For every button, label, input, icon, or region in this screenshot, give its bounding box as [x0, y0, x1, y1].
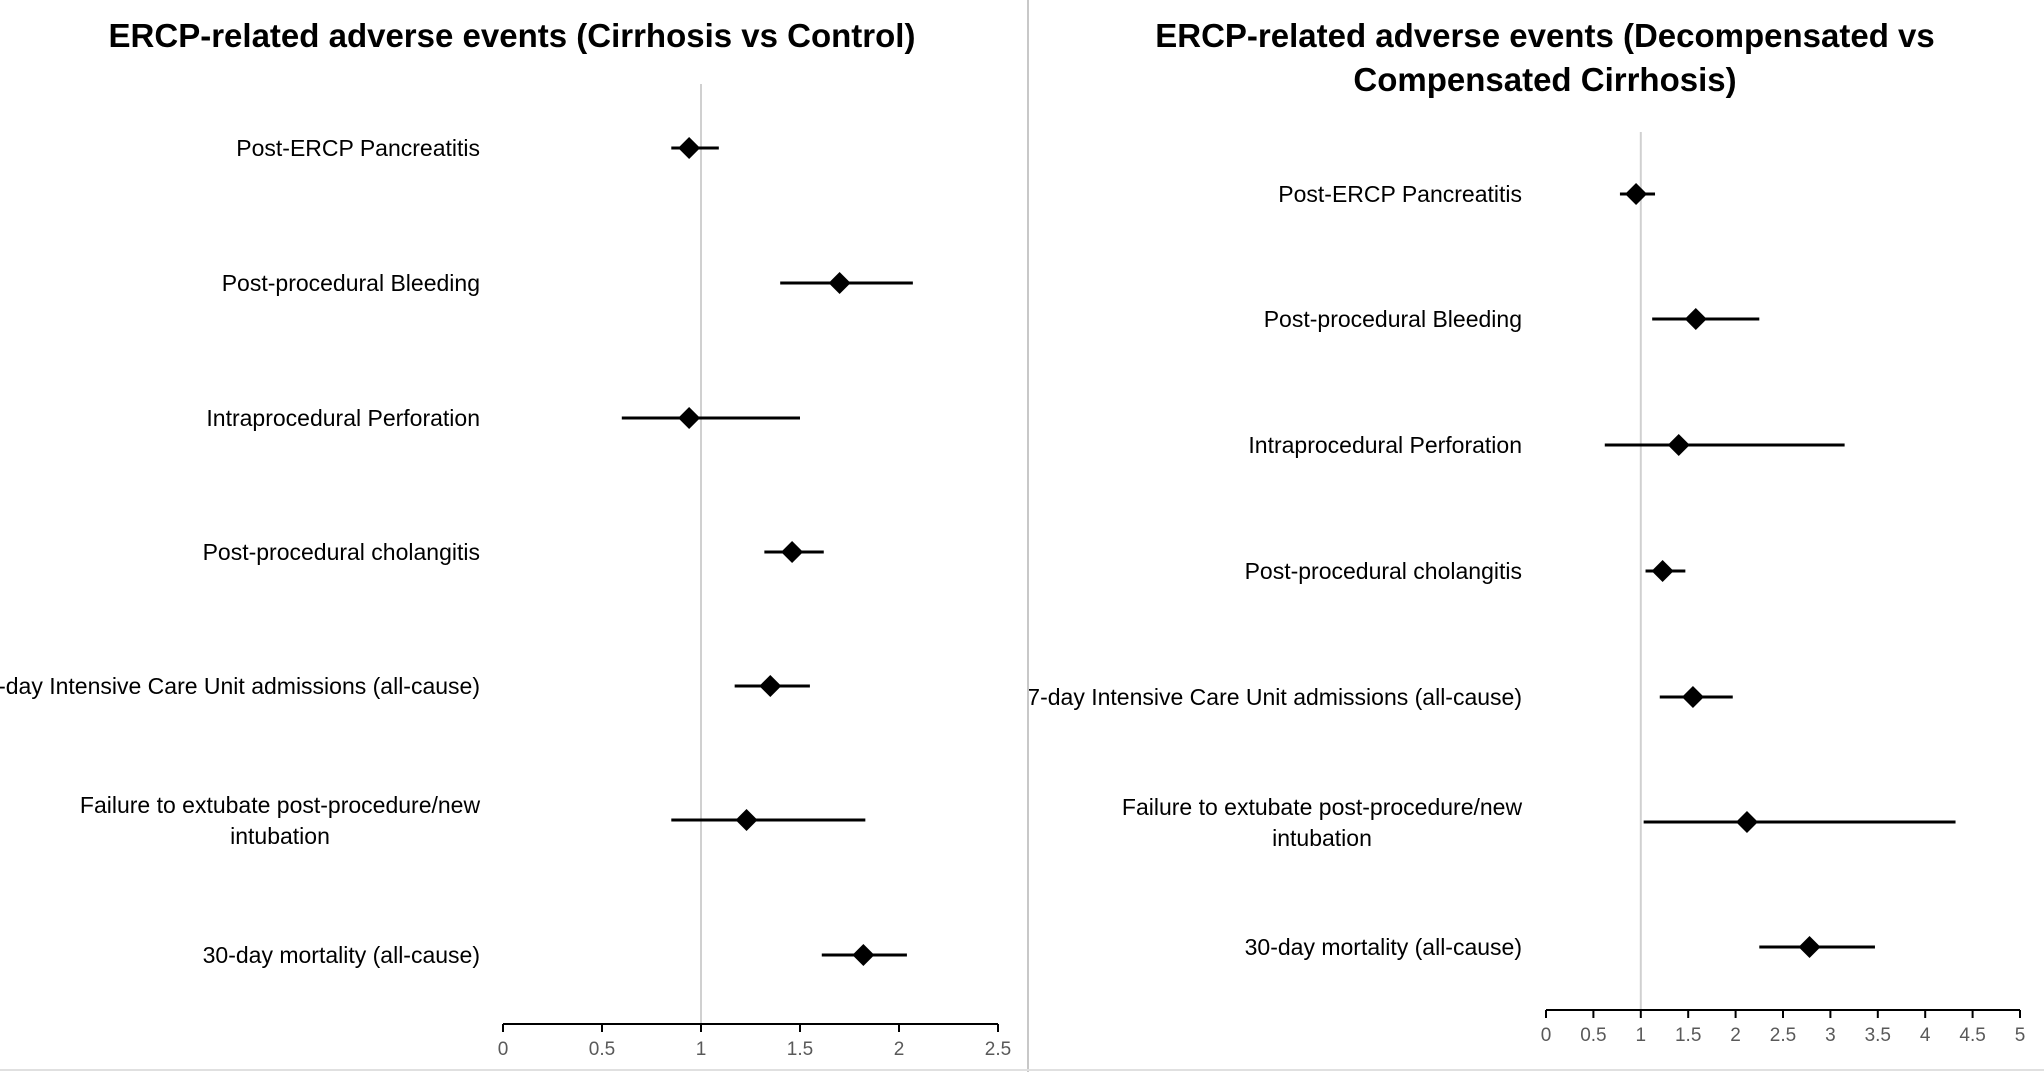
point-estimate-marker	[828, 272, 851, 294]
x-tick-label: 4.5	[1959, 1025, 1985, 1046]
point-estimate-marker	[1667, 434, 1690, 456]
panel-decompensated-vs-compensated: ERCP-related adverse events (Decompensat…	[1027, 17, 2025, 1046]
x-tick-label: 1.5	[787, 1039, 813, 1060]
category-label: Post-ERCP Pancreatitis	[236, 135, 480, 161]
category-label: Post-procedural cholangitis	[1245, 558, 1522, 584]
point-estimate-marker	[852, 944, 875, 966]
category-label: Failure to extubate post-procedure/new in…	[80, 792, 481, 849]
x-tick-label: 3.5	[1865, 1025, 1891, 1046]
category-label: Post-procedural cholangitis	[203, 539, 480, 565]
x-tick-label: 0.5	[589, 1039, 615, 1060]
category-label: Post-procedural Bleeding	[222, 270, 480, 296]
point-estimate-marker	[1651, 560, 1674, 582]
point-estimate-marker	[781, 541, 804, 563]
point-estimate-marker	[1798, 936, 1821, 958]
category-label: 7-day Intensive Care Unit admissions (al…	[1027, 684, 1522, 710]
x-tick-label: 5	[2015, 1025, 2026, 1046]
point-estimate-marker	[1684, 308, 1707, 330]
point-estimate-marker	[759, 675, 782, 697]
chart-title: ERCP-related adverse events (Cirrhosis v…	[109, 17, 916, 54]
category-label: 30-day mortality (all-cause)	[1245, 934, 1522, 960]
x-tick-label: 0	[498, 1039, 509, 1060]
point-estimate-marker	[1681, 686, 1704, 708]
point-estimate-marker	[735, 809, 758, 831]
chart-title: ERCP-related adverse events (Decompensat…	[1155, 17, 1935, 98]
category-label: Post-procedural Bleeding	[1264, 306, 1522, 332]
x-tick-label: 2	[1730, 1025, 1741, 1046]
category-label: Failure to extubate post-procedure/new in…	[1122, 794, 1523, 851]
point-estimate-marker	[678, 137, 701, 159]
x-tick-label: 0	[1541, 1025, 1552, 1046]
category-label: Intraprocedural Perforation	[1248, 432, 1522, 458]
point-estimate-marker	[678, 407, 701, 429]
x-tick-label: 1.5	[1675, 1025, 1701, 1046]
x-tick-label: 1	[1636, 1025, 1647, 1046]
x-tick-label: 2.5	[1770, 1025, 1796, 1046]
category-label: 7-day Intensive Care Unit admissions (al…	[0, 673, 480, 699]
x-tick-label: 4	[1920, 1025, 1931, 1046]
category-label: 30-day mortality (all-cause)	[203, 942, 480, 968]
panel-cirrhosis-vs-control: ERCP-related adverse events (Cirrhosis v…	[0, 17, 1011, 1060]
category-label: Intraprocedural Perforation	[206, 405, 480, 431]
point-estimate-marker	[1735, 811, 1758, 833]
x-tick-label: 1	[696, 1039, 707, 1060]
x-tick-label: 2	[894, 1039, 905, 1060]
point-estimate-marker	[1625, 183, 1648, 205]
x-tick-label: 2.5	[985, 1039, 1011, 1060]
x-tick-label: 3	[1825, 1025, 1836, 1046]
x-tick-label: 0.5	[1580, 1025, 1606, 1046]
category-label: Post-ERCP Pancreatitis	[1278, 181, 1522, 207]
